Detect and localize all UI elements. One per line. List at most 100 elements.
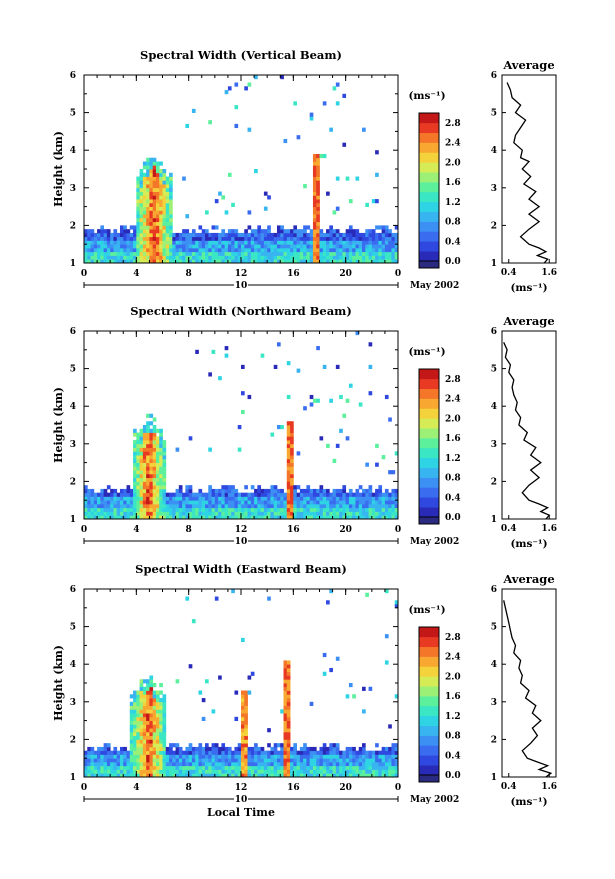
heat-cell bbox=[116, 511, 121, 516]
heat-cell bbox=[90, 255, 95, 260]
heat-cell bbox=[332, 750, 337, 755]
heat-cell bbox=[286, 470, 291, 475]
heat-cell bbox=[159, 443, 163, 448]
heat-cell bbox=[332, 244, 337, 249]
heat-cell bbox=[155, 485, 160, 490]
heat-cell bbox=[381, 773, 386, 777]
heat-cell bbox=[142, 739, 147, 744]
heat-cell bbox=[129, 735, 134, 740]
heat-cell bbox=[139, 701, 144, 706]
heat-cell bbox=[381, 750, 386, 755]
heat-cell bbox=[159, 758, 163, 763]
heat-cell bbox=[280, 750, 284, 755]
heat-cell bbox=[123, 492, 127, 497]
y-tick-label: 6 bbox=[70, 327, 76, 337]
heat-cell bbox=[290, 761, 294, 767]
heat-cell bbox=[133, 428, 137, 433]
heat-cell bbox=[211, 765, 216, 770]
heat-cell bbox=[286, 251, 291, 256]
heat-cell bbox=[146, 739, 150, 744]
heat-cell bbox=[152, 191, 157, 196]
heat-cell bbox=[84, 758, 88, 763]
heat-cell bbox=[391, 236, 396, 241]
heat-cell bbox=[136, 247, 140, 253]
heat-cell bbox=[260, 247, 265, 253]
heat-cell bbox=[169, 184, 173, 189]
heat-cell bbox=[146, 743, 150, 748]
heat-cell bbox=[205, 259, 209, 263]
heat-cell bbox=[214, 492, 219, 497]
heat-cell bbox=[250, 758, 255, 763]
avg-x-tick-label: 1.6 bbox=[541, 524, 557, 534]
heat-cell bbox=[123, 225, 127, 230]
heat-cell bbox=[293, 488, 297, 494]
heat-cell bbox=[211, 247, 216, 253]
heat-cell bbox=[113, 488, 118, 494]
heat-cell bbox=[254, 232, 258, 238]
heat-cell bbox=[371, 232, 376, 238]
heat-cell bbox=[205, 761, 209, 767]
heat-cell bbox=[286, 232, 291, 238]
heat-cell bbox=[142, 507, 147, 512]
heat-cell bbox=[388, 247, 392, 253]
heat-cell bbox=[146, 679, 150, 684]
heat-cell bbox=[100, 229, 105, 234]
heat-cell bbox=[139, 728, 144, 733]
colorbar-tick-label: 0.8 bbox=[445, 474, 461, 484]
heat-cell bbox=[139, 470, 144, 475]
heat-cell bbox=[149, 492, 154, 497]
heat-cell bbox=[139, 515, 144, 519]
heat-cell bbox=[244, 716, 248, 721]
heat-cell bbox=[241, 694, 245, 699]
heat-cell bbox=[375, 507, 379, 512]
heat-cell bbox=[352, 769, 356, 774]
heat-cell bbox=[270, 754, 275, 759]
heat-cell bbox=[139, 214, 144, 219]
heat-cell bbox=[142, 773, 147, 777]
heat-cell bbox=[362, 240, 366, 245]
heat-cell bbox=[362, 500, 366, 505]
heat-cell bbox=[286, 705, 291, 710]
heat-cell bbox=[169, 172, 173, 177]
heat-cell bbox=[175, 515, 180, 519]
heat-cell bbox=[165, 221, 170, 226]
heat-cell bbox=[211, 240, 216, 245]
heat-cell bbox=[152, 165, 157, 170]
heat-cell bbox=[139, 724, 144, 729]
heat-cell bbox=[244, 743, 248, 748]
heat-cell bbox=[381, 225, 386, 230]
heat-cell bbox=[129, 507, 134, 512]
heat-cell bbox=[296, 511, 301, 516]
avg-y-tick-label: 5 bbox=[491, 365, 497, 375]
heat-cell bbox=[241, 754, 245, 759]
heat-cell bbox=[142, 447, 147, 452]
heat-cell bbox=[306, 485, 311, 490]
heat-cell bbox=[394, 600, 398, 605]
heat-cell bbox=[136, 225, 140, 230]
heat-cell bbox=[267, 244, 271, 249]
heat-cell bbox=[208, 750, 212, 755]
heat-cell bbox=[188, 240, 193, 245]
heat-cell bbox=[113, 232, 118, 238]
heat-cell bbox=[152, 473, 157, 479]
heat-cell bbox=[296, 451, 301, 456]
heat-cell bbox=[241, 716, 245, 721]
heat-cell bbox=[267, 750, 271, 755]
heat-cell bbox=[123, 503, 127, 509]
x-tick-label: 12 bbox=[235, 783, 248, 793]
avg-y-tick-label: 5 bbox=[491, 623, 497, 633]
heat-cell bbox=[286, 679, 291, 684]
heat-cell bbox=[342, 93, 347, 98]
heat-cell bbox=[283, 247, 288, 253]
heat-cell bbox=[254, 244, 258, 249]
heat-cell bbox=[322, 492, 327, 497]
heat-cell bbox=[133, 746, 137, 752]
heat-cell bbox=[388, 754, 392, 759]
heat-cell bbox=[263, 251, 268, 256]
heat-cell bbox=[270, 773, 275, 777]
heat-cell bbox=[84, 507, 88, 512]
heat-cell bbox=[306, 488, 311, 494]
heat-cell bbox=[97, 236, 101, 241]
heat-cell bbox=[100, 259, 105, 263]
heat-cell bbox=[142, 743, 147, 748]
